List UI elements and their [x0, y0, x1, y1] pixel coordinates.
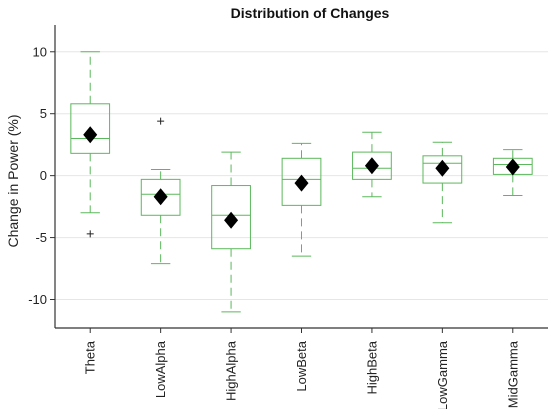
x-tick-labels: Theta LowAlpha HighAlpha LowBeta HighBeta Low… [83, 328, 520, 409]
box-LowAlpha [140, 117, 181, 265]
mean-marker [83, 126, 98, 144]
box-HighAlpha [211, 151, 251, 313]
box-LowBeta [281, 142, 322, 257]
iqr-box [211, 185, 251, 250]
x-tick-label: LowGamma [435, 340, 450, 409]
x-tick-label: HighAlpha [224, 340, 239, 401]
iqr-box [70, 103, 111, 154]
box-LowGamma [422, 141, 463, 224]
y-tick-label: -5 [35, 230, 47, 245]
flier-point [86, 230, 94, 238]
iqr-box [422, 155, 463, 184]
x-tick-label: LowBeta [294, 340, 309, 391]
mean-marker [224, 211, 239, 229]
mean-marker [435, 159, 450, 177]
y-tick-label: 10 [33, 44, 47, 59]
boxes [70, 51, 533, 313]
flier-point [157, 117, 165, 125]
axes [54, 25, 548, 329]
iqr-box [281, 157, 322, 206]
y-axis-label: Change in Power (%) [5, 114, 21, 247]
y-tick-label: -10 [28, 292, 47, 307]
mean-marker [505, 158, 520, 176]
x-tick-label: Theta [83, 340, 98, 374]
y-tick-label: 0 [40, 168, 47, 183]
y-tick-labels: -10 -5 0 5 10 [28, 44, 55, 307]
box-Theta [70, 51, 111, 238]
x-tick-label: HighBeta [364, 340, 379, 394]
chart-title: Distribution of Changes [231, 5, 390, 21]
mean-marker [364, 157, 379, 175]
box-MidGamma [492, 149, 533, 196]
mean-marker [153, 188, 168, 206]
iqr-box [352, 151, 392, 180]
y-tick-label: 5 [40, 106, 47, 121]
box-HighBeta [352, 131, 392, 198]
iqr-box [140, 178, 181, 216]
mean-marker [294, 174, 309, 192]
x-tick-label: LowAlpha [153, 340, 168, 398]
x-tick-label: MidGamma [505, 340, 520, 408]
